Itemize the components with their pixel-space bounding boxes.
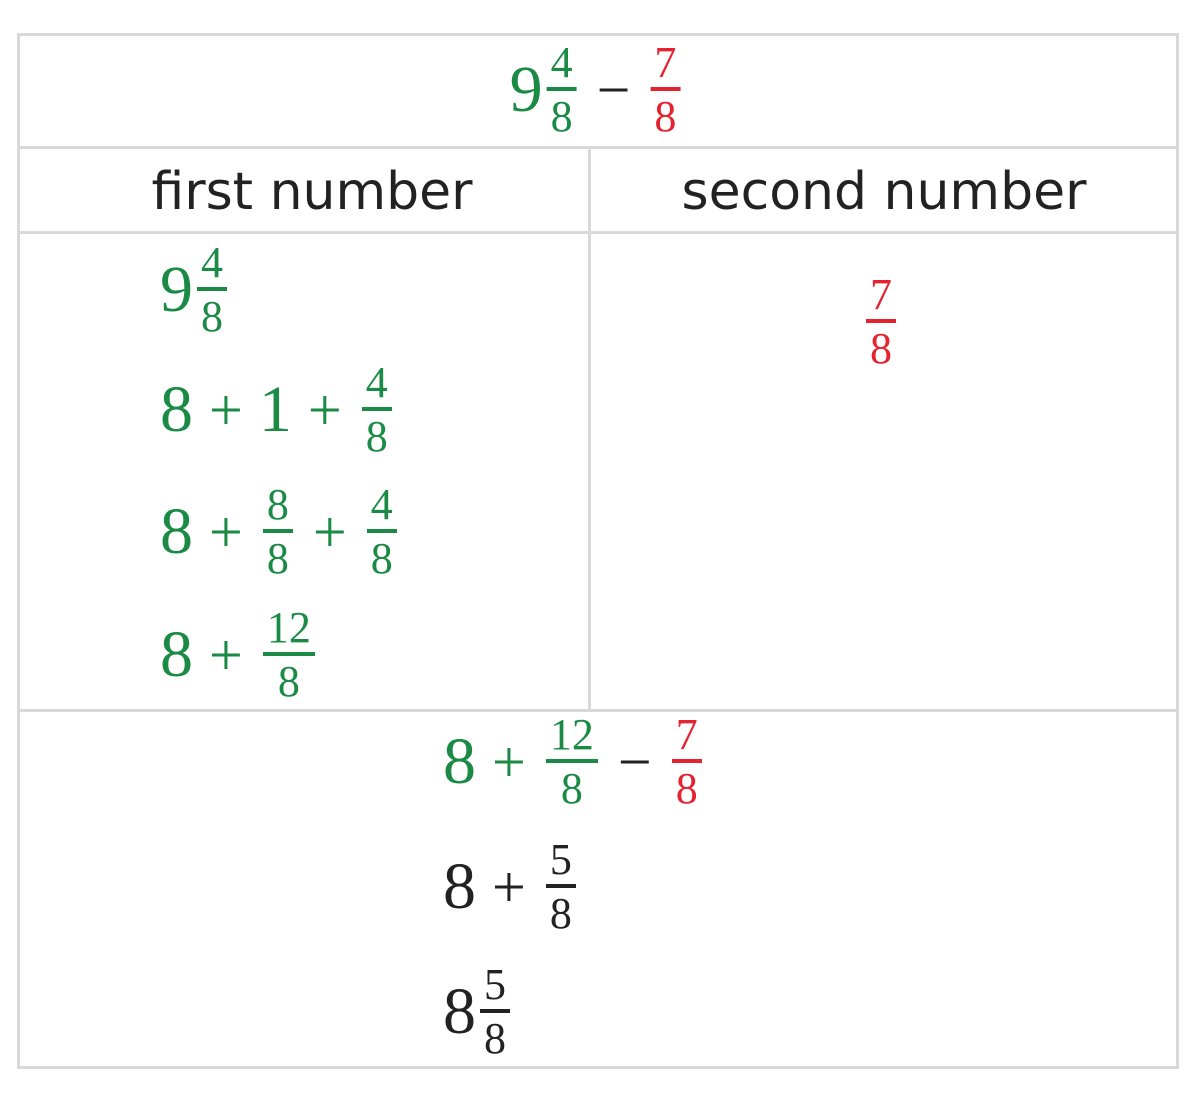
operator: − xyxy=(617,729,652,795)
header-second-number: second number xyxy=(681,162,1087,222)
operator: + xyxy=(209,622,243,688)
denominator: 8 xyxy=(484,1014,506,1063)
numerator: 12 xyxy=(549,710,594,759)
denominator: 8 xyxy=(266,534,289,583)
border-right xyxy=(1176,33,1179,1069)
operator: + xyxy=(492,854,526,920)
whole-number: 8 xyxy=(160,618,193,691)
border-top xyxy=(18,33,1179,36)
operator: + xyxy=(492,729,526,795)
first-number-step: 8 +12 8 xyxy=(160,606,319,704)
result-step: 8 +5 8 xyxy=(443,838,580,936)
row-divider xyxy=(18,231,1179,234)
numerator: 4 xyxy=(201,238,223,287)
whole-number: 8 xyxy=(160,373,193,446)
fraction-bar xyxy=(545,884,576,888)
denominator: 8 xyxy=(365,412,388,461)
result-step: 8 +12 8−7 8 xyxy=(443,713,706,811)
fraction: 12 8 xyxy=(262,603,315,706)
fraction-bar xyxy=(545,759,598,763)
denominator: 8 xyxy=(549,889,572,938)
operator: + xyxy=(307,377,342,443)
denominator: 8 xyxy=(277,657,300,706)
problem-expression: 9 4 8−7 8 xyxy=(510,41,685,139)
border-bottom xyxy=(18,1066,1179,1069)
denominator: 8 xyxy=(201,292,223,341)
fraction-bar xyxy=(671,759,702,763)
fraction-bar xyxy=(361,407,392,411)
numerator: 12 xyxy=(266,603,311,652)
numerator: 5 xyxy=(549,835,572,884)
whole-number: 8 xyxy=(443,725,476,798)
operator: + xyxy=(209,499,243,565)
numerator: 8 xyxy=(266,480,289,529)
fraction-bar xyxy=(866,319,896,323)
whole-number: 9 xyxy=(509,53,543,126)
fraction-bar xyxy=(366,529,397,533)
row-divider xyxy=(18,146,1179,149)
whole-number: 1 xyxy=(258,373,292,446)
fraction-bar xyxy=(262,529,293,533)
numerator: 7 xyxy=(870,270,892,319)
denominator: 8 xyxy=(370,534,393,583)
operator: + xyxy=(209,377,243,443)
header-first-number: first number xyxy=(151,162,473,222)
fraction-bar xyxy=(480,1009,510,1013)
column-divider xyxy=(588,146,591,711)
denominator: 8 xyxy=(654,92,677,141)
fraction: 12 8 xyxy=(545,710,598,813)
fraction-bar xyxy=(262,652,315,656)
denominator: 8 xyxy=(870,324,892,373)
row-divider xyxy=(18,709,1179,712)
numerator: 4 xyxy=(550,38,573,87)
first-number-step: 8 +8 8 +4 8 xyxy=(160,483,401,581)
numerator: 7 xyxy=(654,38,677,87)
denominator: 8 xyxy=(550,92,573,141)
fraction-bar xyxy=(650,87,681,91)
operator: − xyxy=(596,57,631,123)
border-left xyxy=(17,33,20,1069)
numerator: 4 xyxy=(370,480,393,529)
numerator: 5 xyxy=(484,960,506,1009)
whole-number: 9 xyxy=(160,253,193,326)
denominator: 8 xyxy=(675,764,698,813)
first-number-step: 8 +1 +4 8 xyxy=(160,361,396,459)
operator: + xyxy=(312,499,347,565)
whole-number: 8 xyxy=(443,975,476,1048)
numerator: 7 xyxy=(675,710,698,759)
numerator: 4 xyxy=(365,358,388,407)
whole-number: 8 xyxy=(160,495,193,568)
denominator: 8 xyxy=(560,764,583,813)
fraction-bar xyxy=(197,287,227,291)
fraction-bar xyxy=(546,87,577,91)
whole-number: 8 xyxy=(443,850,476,923)
